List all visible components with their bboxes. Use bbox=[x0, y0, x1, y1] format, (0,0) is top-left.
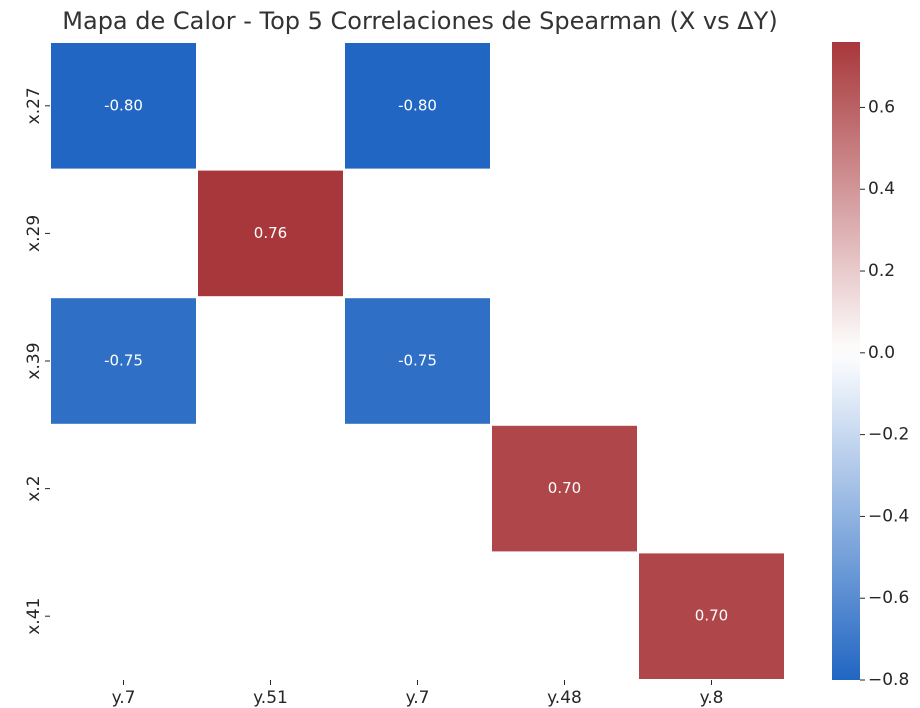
colorbar-tick-label: 0.2 bbox=[868, 261, 895, 281]
colorbar-tick-label: −0.4 bbox=[868, 506, 909, 526]
heatmap-cell bbox=[345, 298, 490, 424]
heatmap-cell bbox=[492, 425, 637, 552]
y-tick-label: x.41 bbox=[24, 598, 44, 635]
x-tick-label: y.51 bbox=[253, 688, 288, 708]
heatmap-cell bbox=[345, 43, 490, 169]
cell-label: 0.70 bbox=[548, 479, 581, 497]
colorbar-tick-label: −0.8 bbox=[868, 670, 909, 690]
y-tick-label: x.39 bbox=[24, 342, 44, 379]
cell-label: -0.80 bbox=[398, 96, 437, 114]
cell-label: -0.80 bbox=[104, 96, 143, 114]
cell-label: -0.75 bbox=[104, 352, 143, 370]
colorbar-tick-label: 0.0 bbox=[868, 343, 895, 363]
y-tick-label: x.29 bbox=[24, 215, 44, 252]
heatmap-cell bbox=[198, 170, 343, 297]
x-tick-label: y.7 bbox=[406, 688, 430, 708]
cell-label: 0.76 bbox=[254, 224, 287, 242]
y-tick-label: x.27 bbox=[24, 87, 44, 124]
cell-label: 0.70 bbox=[695, 607, 728, 625]
heatmap-cell bbox=[51, 43, 196, 169]
heatmap-cell bbox=[51, 298, 196, 424]
chart-title: Mapa de Calor - Top 5 Correlaciones de S… bbox=[62, 7, 777, 35]
x-tick-label: y.8 bbox=[700, 688, 724, 708]
colorbar-tick-label: −0.2 bbox=[868, 425, 909, 445]
x-tick-label: y.48 bbox=[547, 688, 582, 708]
colorbar bbox=[832, 42, 860, 680]
heatmap-cell bbox=[639, 553, 784, 679]
cell-label: -0.75 bbox=[398, 352, 437, 370]
colorbar-tick-label: 0.6 bbox=[868, 97, 895, 117]
y-tick-label: x.2 bbox=[24, 475, 44, 501]
colorbar-tick-label: 0.4 bbox=[868, 179, 895, 199]
x-tick-label: y.7 bbox=[112, 688, 136, 708]
colorbar-tick-label: −0.6 bbox=[868, 588, 909, 608]
